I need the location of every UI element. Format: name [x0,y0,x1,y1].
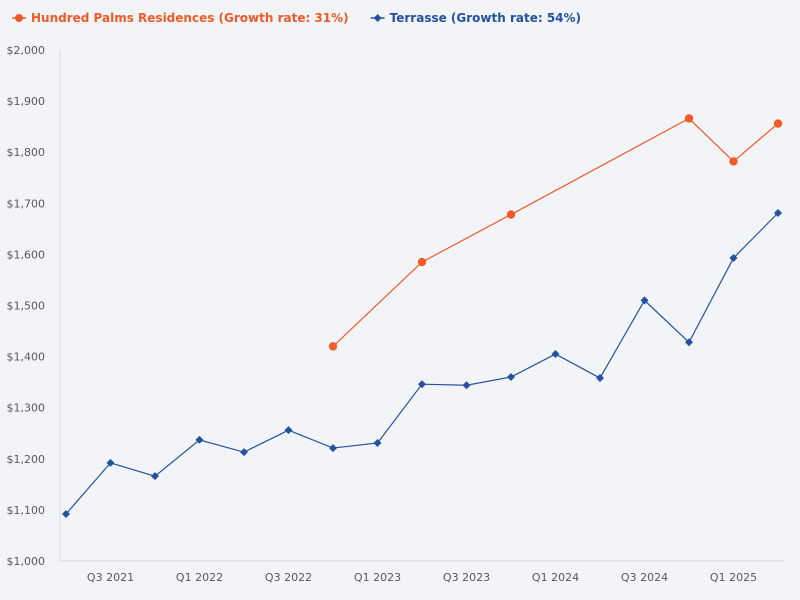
x-tick-label: Q3 2023 [443,571,490,584]
data-point[interactable] [62,509,70,518]
y-tick-label: $2,000 [7,44,46,57]
x-tick-label: Q3 2021 [87,571,134,584]
x-tick-label: Q3 2024 [621,571,668,584]
y-tick-label: $1,900 [7,95,46,108]
y-tick-label: $1,600 [7,248,46,261]
legend-item-0[interactable]: Hundred Palms Residences (Growth rate: 3… [12,11,349,25]
data-point[interactable] [373,438,382,447]
data-point[interactable] [685,338,693,347]
series-0 [328,114,783,351]
data-point[interactable] [240,448,248,457]
data-point[interactable] [507,373,515,382]
x-tick-label: Q3 2022 [265,571,312,584]
series-1 [62,209,782,518]
legend-circle-icon [15,14,23,22]
data-point[interactable] [195,435,204,444]
x-tick-label: Q1 2024 [532,571,579,584]
data-point[interactable] [284,426,293,435]
data-point[interactable] [462,381,471,390]
data-point[interactable] [328,342,338,351]
data-point[interactable] [596,374,604,383]
y-axis: $1,000 $1,100 $1,200 $1,300 $1,400 $1,500 $1,6… [7,44,61,568]
legend: Hundred Palms Residences (Growth rate: 3… [12,11,581,25]
series-line [332,117,779,347]
y-tick-label: $1,200 [7,453,46,466]
data-point[interactable] [640,296,649,305]
data-point[interactable] [684,114,694,123]
legend-diamond-icon [373,14,382,22]
data-point[interactable] [151,472,159,481]
data-point[interactable] [774,209,782,218]
y-tick-label: $1,800 [7,146,46,159]
y-tick-label: $1,700 [7,197,46,210]
data-point[interactable] [417,257,427,267]
data-point[interactable] [729,157,738,166]
y-tick-label: $1,500 [7,300,46,313]
data-point[interactable] [729,253,738,262]
data-point[interactable] [506,210,516,219]
data-point[interactable] [418,380,426,389]
data-point[interactable] [329,444,337,453]
x-axis: Q3 2021 Q1 2022 Q3 2022 Q1 2023 Q3 2023 Q1 20… [60,560,785,584]
data-point[interactable] [773,119,783,128]
y-tick-label: $1,100 [7,504,46,517]
series-layer [62,114,783,518]
y-tick-label: $1,000 [7,555,46,568]
x-tick-label: Q1 2022 [176,571,223,584]
data-point[interactable] [551,350,560,359]
y-tick-label: $1,300 [7,402,46,415]
legend-label: Terrasse (Growth rate: 54%) [390,11,581,25]
x-tick-label: Q1 2023 [354,571,401,584]
y-tick-label: $1,400 [7,351,46,364]
legend-item-1[interactable]: Terrasse (Growth rate: 54%) [370,11,581,25]
x-tick-label: Q1 2025 [710,571,757,584]
data-point[interactable] [106,458,115,467]
legend-label: Hundred Palms Residences (Growth rate: 3… [31,11,349,25]
